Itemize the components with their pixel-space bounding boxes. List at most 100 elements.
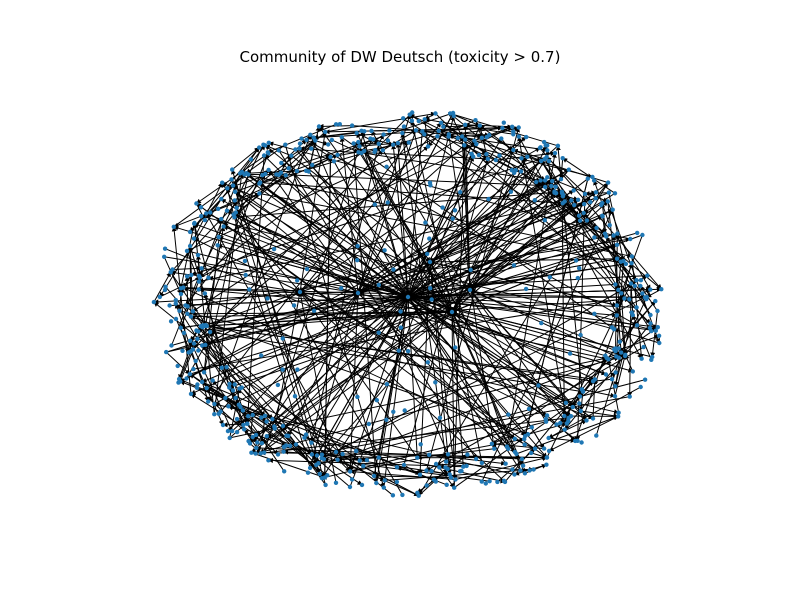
graph-node: [623, 261, 629, 267]
graph-node: [191, 366, 196, 372]
graph-edge: [627, 283, 633, 398]
graph-node: [503, 461, 508, 466]
graph-node: [310, 162, 315, 168]
graph-node: [484, 134, 489, 140]
graph-node: [590, 416, 596, 421]
graph-node: [638, 283, 643, 289]
graph-node: [590, 379, 596, 384]
graph-node: [603, 353, 608, 358]
graph-node: [274, 172, 279, 177]
graph-node: [333, 122, 339, 127]
graph-node: [614, 303, 620, 308]
graph-node: [563, 400, 569, 405]
graph-node: [500, 125, 505, 131]
graph-edge: [182, 274, 192, 289]
graph-node: [435, 134, 440, 139]
graph-node: [319, 452, 325, 457]
graph-edge: [179, 223, 195, 289]
graph-node: [279, 160, 284, 166]
graph-edge: [548, 419, 587, 439]
graph-node: [621, 258, 626, 264]
graph-node: [612, 191, 618, 196]
graph-node: [212, 401, 217, 407]
graph-node: [175, 363, 180, 369]
graph-node: [459, 468, 464, 474]
graph-node: [461, 464, 466, 469]
graph-node: [506, 412, 511, 417]
graph-edge: [357, 292, 516, 453]
graph-edge: [578, 391, 584, 412]
graph-node: [451, 113, 456, 119]
graph-node: [202, 217, 208, 223]
graph-edge: [427, 135, 438, 147]
graph-edge: [619, 300, 656, 343]
graph-edge: [263, 130, 366, 453]
graph-node: [431, 477, 437, 482]
graph-node: [229, 428, 235, 434]
graph-edge: [213, 134, 312, 405]
graph-node: [241, 422, 246, 428]
graph-node: [510, 467, 515, 472]
graph-node: [309, 452, 315, 457]
graph-edge: [403, 158, 490, 466]
graph-node: [425, 144, 431, 149]
graph-node: [640, 291, 645, 296]
graph-node: [426, 452, 432, 457]
graph-node: [259, 415, 264, 420]
graph-node: [560, 156, 565, 161]
graph-edge: [620, 283, 632, 294]
graph-node: [232, 198, 237, 203]
graph-node: [634, 305, 639, 310]
graph-node: [253, 432, 259, 438]
graph-node: [592, 235, 597, 240]
graph-node: [584, 418, 589, 423]
graph-edge: [650, 310, 658, 358]
graph-node: [233, 395, 238, 401]
graph-node: [151, 299, 157, 305]
edge-layer: [153, 111, 662, 497]
graph-edge: [247, 414, 254, 444]
graph-node: [225, 186, 230, 191]
graph-node: [575, 197, 581, 202]
graph-node: [479, 479, 484, 484]
graph-node: [577, 266, 582, 271]
graph-node: [354, 130, 359, 136]
graph-edge: [469, 192, 557, 291]
graph-node: [635, 230, 640, 236]
graph-edge: [198, 144, 264, 277]
graph-node: [219, 365, 224, 370]
graph-node: [189, 272, 194, 278]
graph-node: [280, 367, 285, 372]
graph-node: [440, 205, 445, 210]
graph-node: [630, 369, 635, 374]
graph-node: [609, 377, 615, 382]
graph-node: [483, 481, 488, 486]
graph-edge: [299, 155, 500, 293]
graph-node: [381, 132, 386, 137]
graph-node: [261, 153, 267, 158]
graph-edge: [255, 356, 620, 455]
graph-node: [199, 214, 204, 219]
graph-node: [609, 325, 615, 330]
graph-node: [283, 173, 288, 178]
graph-edge: [506, 152, 557, 447]
graph-node: [594, 225, 599, 231]
graph-node: [264, 419, 269, 424]
graph-edge: [429, 203, 585, 263]
graph-node: [384, 164, 389, 169]
graph-edge: [175, 318, 224, 426]
graph-node: [299, 136, 304, 141]
graph-node: [464, 463, 469, 469]
graph-node: [445, 452, 451, 457]
graph-node: [531, 467, 536, 472]
graph-node: [562, 427, 567, 432]
graph-node: [243, 272, 248, 278]
graph-node: [420, 129, 425, 134]
graph-edge: [382, 129, 417, 151]
graph-edge: [204, 297, 630, 327]
graph-node: [185, 304, 190, 309]
graph-node: [492, 446, 497, 451]
graph-node: [579, 387, 585, 392]
